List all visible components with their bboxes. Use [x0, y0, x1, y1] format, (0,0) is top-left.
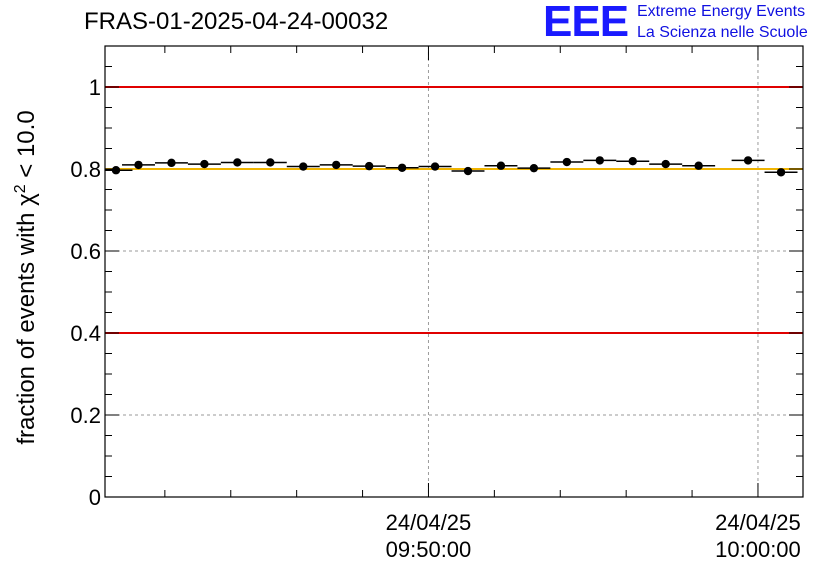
y-axis-label: fraction of events with χ2 < 10.0	[12, 110, 40, 444]
data-point	[529, 163, 539, 173]
x-tick-label-date: 24/04/25	[715, 510, 801, 535]
y-tick-label: 0.8	[70, 157, 101, 182]
eee-logo: EEE	[543, 0, 629, 46]
data-point	[364, 161, 374, 171]
data-point	[595, 156, 605, 165]
data-point	[463, 166, 473, 176]
data-point	[233, 158, 242, 167]
y-tick-label: 0	[89, 485, 101, 510]
data-point	[496, 161, 506, 170]
data-point	[266, 158, 275, 167]
data-point	[430, 162, 440, 171]
data-point	[562, 157, 572, 167]
data-point	[299, 162, 308, 171]
data-point	[628, 157, 637, 166]
y-tick-label: 0.4	[70, 321, 101, 346]
data-point	[661, 159, 670, 169]
x-tick-label-time: 10:00:00	[715, 537, 801, 562]
y-tick-label: 0.6	[70, 239, 101, 264]
data-point	[397, 163, 407, 172]
data-point	[743, 156, 753, 165]
y-tick-label: 0.2	[70, 403, 101, 428]
x-tick-label-time: 09:50:00	[386, 537, 472, 562]
data-point	[111, 166, 121, 175]
data-point	[200, 159, 209, 169]
data-point	[776, 168, 786, 177]
data-point	[134, 160, 143, 170]
data-point	[332, 160, 341, 170]
y-tick-label: 1	[89, 75, 101, 100]
chart-title: FRAS-01-2025-04-24-00032	[84, 8, 389, 35]
x-tick-label-date: 24/04/25	[386, 510, 472, 535]
plot-frame	[104, 45, 804, 498]
data-point	[167, 158, 176, 168]
data-point	[694, 161, 703, 170]
logo-caption-line2: La Scienza nelle Scuole	[637, 24, 808, 41]
logo-caption-line1: Extreme Energy Events	[637, 3, 806, 20]
